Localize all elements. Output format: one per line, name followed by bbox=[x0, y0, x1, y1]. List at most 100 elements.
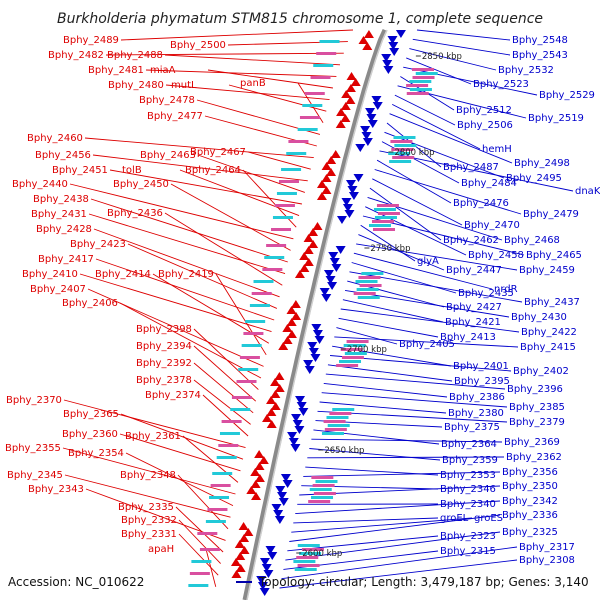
gene-label-right: Bphy_2465 bbox=[526, 250, 582, 261]
gene-label-right: Bphy_2506 bbox=[457, 120, 513, 131]
feature-block bbox=[323, 420, 346, 423]
reverse-gene bbox=[323, 270, 334, 278]
feature-block bbox=[216, 456, 237, 459]
gene-label-right: Bphy_2519 bbox=[528, 113, 584, 124]
feature-block bbox=[373, 228, 396, 231]
reverse-gene bbox=[296, 402, 307, 410]
forward-gene bbox=[330, 150, 341, 158]
feature-block bbox=[278, 180, 299, 183]
feature-block bbox=[312, 484, 335, 487]
feature-block bbox=[241, 344, 262, 347]
leader-line bbox=[215, 273, 267, 356]
leader-line bbox=[197, 154, 305, 193]
leader-line bbox=[397, 85, 527, 119]
reverse-gene bbox=[257, 582, 268, 590]
forward-gene bbox=[231, 570, 242, 578]
feature-block bbox=[321, 432, 344, 435]
gene-label-right: Bphy_2543 bbox=[512, 50, 568, 61]
gene-label-left: Bphy_2478 bbox=[139, 95, 195, 106]
forward-gene bbox=[308, 228, 319, 236]
leader-line bbox=[178, 533, 219, 576]
gene-label-right: Bphy_2532 bbox=[498, 65, 554, 76]
leader-line bbox=[309, 448, 441, 461]
feature-block bbox=[373, 208, 396, 211]
gene-label-right: Bphy_2415 bbox=[520, 342, 576, 353]
reverse-gene bbox=[387, 36, 398, 44]
forward-gene bbox=[234, 540, 245, 548]
feature-block bbox=[329, 412, 352, 415]
gene-label-right: glyA bbox=[417, 256, 439, 267]
tick-label: 2650 kbp bbox=[324, 446, 364, 456]
gene-label-right: Bphy_2479 bbox=[523, 209, 579, 220]
gene-label-right: Bphy_2470 bbox=[464, 220, 520, 231]
feature-block bbox=[253, 280, 274, 283]
leader-line bbox=[175, 506, 224, 553]
reverse-gene bbox=[325, 276, 336, 284]
leader-line bbox=[319, 401, 447, 414]
gene-label-left: Bphy_2378 bbox=[136, 375, 192, 386]
gene-label-left: Bphy_2361 bbox=[125, 431, 181, 442]
gene-label-left: Bphy_2354 bbox=[68, 448, 124, 459]
feature-block bbox=[297, 544, 320, 547]
feature-block bbox=[409, 80, 432, 83]
feature-block bbox=[343, 344, 366, 347]
feature-block bbox=[271, 228, 292, 231]
feature-block bbox=[355, 280, 378, 283]
reverse-gene bbox=[328, 252, 339, 260]
feature-block bbox=[221, 420, 242, 423]
leader-line bbox=[374, 169, 522, 215]
feature-block bbox=[297, 128, 318, 131]
feature-block bbox=[313, 64, 334, 67]
gene-label-left: Bphy_2394 bbox=[136, 341, 192, 352]
leader-line bbox=[327, 364, 453, 382]
gene-label-right: Bphy_2317 bbox=[519, 542, 575, 553]
feature-block bbox=[389, 160, 412, 163]
forward-gene bbox=[321, 174, 332, 182]
leader-line bbox=[384, 131, 505, 179]
leader-line bbox=[152, 273, 270, 344]
reverse-gene bbox=[366, 114, 377, 122]
feature-block bbox=[239, 356, 260, 359]
feature-block bbox=[357, 296, 380, 299]
gene-label-left: Bphy_2463 bbox=[140, 150, 196, 161]
tick-label: 2800 kbp bbox=[394, 148, 434, 158]
leader-line bbox=[84, 137, 314, 159]
gene-label-right: Bphy_2422 bbox=[521, 327, 577, 338]
gene-label-right: Bphy_2375 bbox=[444, 422, 500, 433]
forward-gene bbox=[254, 474, 265, 482]
gene-label-right: Bphy_2548 bbox=[512, 35, 568, 46]
leader-line bbox=[145, 69, 337, 77]
reverse-gene bbox=[331, 264, 342, 272]
leader-line bbox=[193, 328, 259, 390]
gene-label-left: Bphy_2360 bbox=[62, 429, 118, 440]
gene-label-right: Bphy_2529 bbox=[539, 90, 595, 101]
feature-block bbox=[368, 224, 391, 227]
gene-label-right: Bphy_2340 bbox=[440, 499, 496, 510]
leader-line bbox=[207, 69, 333, 89]
gene-label-left: Bphy_2480 bbox=[108, 80, 164, 91]
forward-gene bbox=[291, 312, 302, 320]
reverse-gene bbox=[367, 120, 378, 128]
reverse-gene bbox=[329, 258, 340, 266]
gene-label-left: Bphy_2481 bbox=[88, 65, 144, 76]
tick-label: 2700 kbp bbox=[347, 345, 387, 355]
gene-label-right: Bphy_2405 bbox=[399, 339, 455, 350]
gene-label-right: groES bbox=[474, 513, 503, 524]
forward-gene bbox=[246, 486, 257, 494]
leader-line bbox=[323, 382, 448, 398]
feature-block bbox=[262, 268, 283, 271]
reverse-gene bbox=[303, 360, 314, 368]
leader-line bbox=[321, 392, 508, 408]
gene-label-left: Bphy_2482 bbox=[48, 50, 104, 61]
reverse-gene bbox=[314, 336, 325, 344]
feature-block bbox=[304, 92, 325, 95]
gene-label-left: Bphy_2332 bbox=[121, 515, 177, 526]
forward-gene bbox=[303, 258, 314, 266]
reverse-gene bbox=[344, 210, 355, 218]
forward-gene bbox=[286, 318, 297, 326]
feature-block bbox=[361, 272, 384, 275]
feature-block bbox=[294, 568, 317, 571]
gene-label-right: Bphy_2487 bbox=[443, 162, 499, 173]
gene-label-right: Bphy_2386 bbox=[449, 392, 505, 403]
feature-block bbox=[251, 292, 272, 295]
